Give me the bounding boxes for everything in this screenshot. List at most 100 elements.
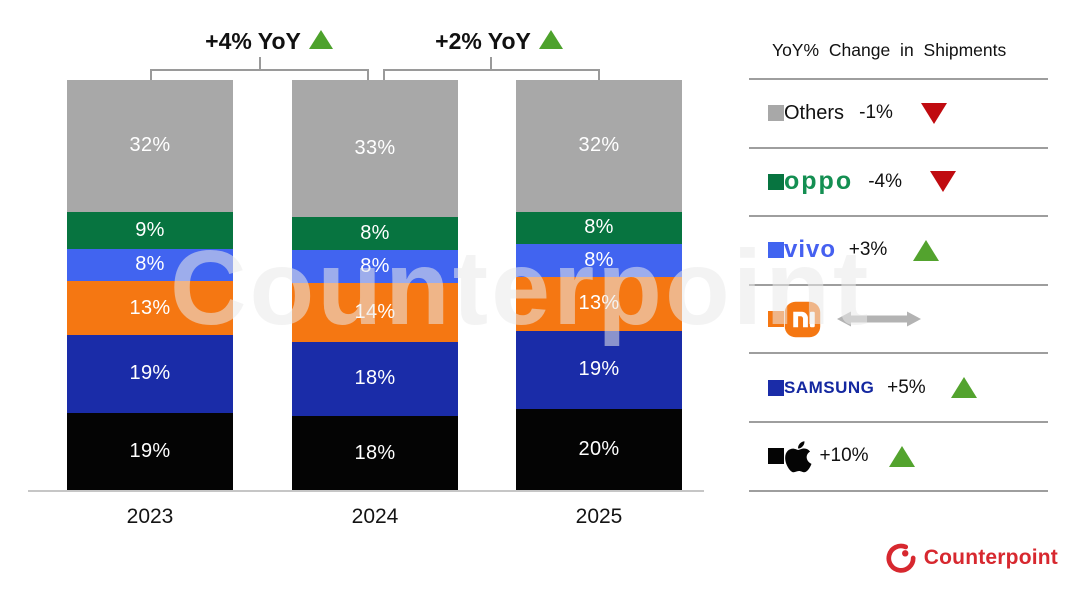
segment-value: 18% [354,442,396,465]
x-axis-line [28,490,704,492]
segment-value: 32% [578,134,620,157]
trend-down-icon [921,102,948,124]
vivo-logo-cell: vivo [784,236,836,264]
oppo-trend-cell [917,171,969,193]
segment-value: 33% [354,137,396,159]
segment-others: 33% [292,80,458,217]
segment-xiaomi: 13% [67,281,233,335]
apple-logo-cell [784,439,812,474]
annotation-label: +2% YoY [435,28,531,54]
segment-value: 13% [578,292,620,315]
bracket-2023-2024 [150,69,369,80]
stacked-bar-2024: 33% 8% 8% 14% 18% 18% [292,80,458,492]
others-change: -1% [859,102,893,124]
legend-row-vivo: vivo +3% [749,217,1048,286]
others-trend-cell [908,102,960,124]
segment-others: 32% [516,80,682,212]
samsung-change: +5% [887,376,926,398]
segment-value: 19% [129,440,171,463]
x-tick-2025: 2025 [575,505,623,528]
segment-vivo: 8% [67,248,233,282]
samsung-logo-cell: SAMSUNG [784,378,874,398]
stacked-bar-2023: 32% 9% 8% 13% 19% 19% [67,80,233,491]
annotation-label: +4% YoY [205,28,301,54]
xiaomi-logo-cell [784,301,821,338]
samsung-logo: SAMSUNG [784,377,875,397]
segment-vivo: 8% [292,250,458,284]
apple-change: +10% [819,445,869,467]
counterpoint-mark-icon [886,543,916,573]
others-label-cell: Others [784,102,844,125]
oppo-change: -4% [868,170,902,192]
samsung-swatch [768,379,784,396]
segment-apple: 19% [67,412,233,491]
segment-value: 8% [584,249,614,272]
legend-row-oppo: oppo -4% [749,149,1048,218]
xiaomi-trend-cell [821,311,937,327]
bracket-tick [259,57,261,70]
segment-others: 32% [67,80,233,212]
bracket-2024-2025 [383,69,600,80]
segment-xiaomi: 14% [292,283,458,342]
segment-value: 19% [129,362,171,385]
vivo-logo: vivo [784,236,837,264]
trend-down-icon [930,171,957,193]
segment-value: 8% [135,253,165,276]
vivo-swatch [768,242,784,259]
segment-oppo: 8% [292,217,458,251]
segment-value: 8% [360,255,390,278]
xiaomi-mi-logo-icon [784,301,821,337]
oppo-swatch [768,173,784,190]
apple-swatch [768,448,784,465]
trend-up-icon [889,445,915,467]
stacked-bar-2025: 32% 8% 8% 13% 19% 20% [516,80,682,491]
legend: YoY% Change in Shipments Others -1% oppo… [749,40,1048,492]
segment-value: 14% [354,301,396,323]
apple-trend-cell [876,445,928,467]
trend-flat-icon [837,311,921,327]
bracket-tick [490,57,492,70]
x-tick-2024: 2024 [351,505,399,528]
apple-logo-icon [785,440,812,473]
segment-samsung: 19% [516,330,682,409]
segment-value: 8% [360,222,390,245]
segment-value: 9% [135,218,165,241]
legend-row-samsung: SAMSUNG +5% [749,354,1048,423]
segment-samsung: 19% [67,334,233,413]
legend-rows: Others -1% oppo -4% vivo +3% [749,78,1048,492]
segment-oppo: 9% [67,211,233,249]
oppo-logo-cell: oppo [784,167,853,196]
segment-apple: 20% [516,408,682,491]
annotation-2024-2025: +2% YoY [384,28,614,55]
others-swatch [768,105,784,122]
vivo-trend-cell [900,239,952,261]
segment-vivo: 8% [516,244,682,278]
segment-apple: 18% [292,416,458,492]
trend-up-icon [951,377,978,399]
trend-up-icon [308,30,333,49]
legend-row-apple: +10% [749,423,1048,492]
segment-value: 20% [578,438,620,461]
vivo-change: +3% [848,239,888,261]
legend-row-xiaomi [749,286,1048,355]
trend-up-icon [538,30,563,49]
segment-xiaomi: 13% [516,277,682,331]
segment-value: 18% [354,367,396,390]
xiaomi-swatch [768,311,784,328]
segment-value: 32% [129,134,171,157]
others-label: Others [784,101,845,124]
legend-title: YoY% Change in Shipments [772,40,1007,60]
segment-value: 8% [584,216,614,239]
samsung-trend-cell [938,377,990,399]
segment-value: 19% [578,358,620,381]
segment-samsung: 18% [292,341,458,417]
annotation-2023-2024: +4% YoY [154,28,384,55]
counterpoint-logo: Counterpoint [886,543,1058,573]
counterpoint-wordmark: Counterpoint [923,546,1058,569]
x-tick-2023: 2023 [126,505,174,528]
segment-oppo: 8% [516,211,682,245]
trend-up-icon [913,239,940,261]
segment-value: 13% [129,296,171,319]
oppo-logo: oppo [784,167,854,196]
